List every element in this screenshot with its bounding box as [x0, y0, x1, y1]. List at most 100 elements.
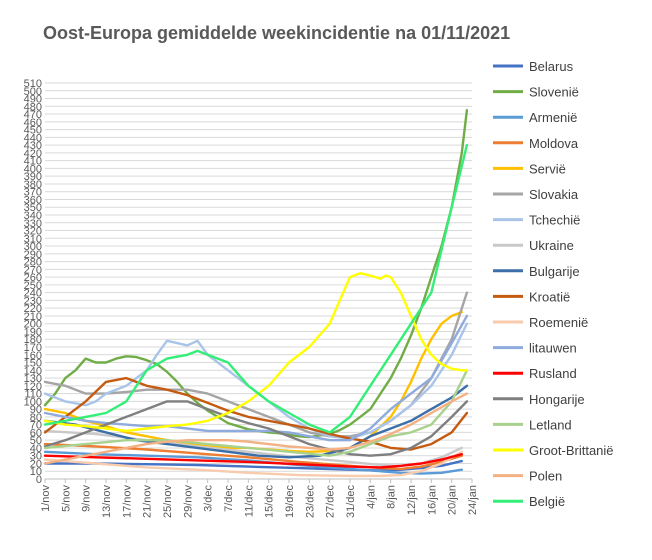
y-tick-label: 280	[24, 257, 42, 269]
x-tick-label: 16/jan	[426, 485, 438, 515]
y-tick-label: 240	[24, 288, 42, 300]
y-tick-label: 390	[24, 171, 42, 183]
y-tick-label: 70	[30, 420, 42, 432]
y-tick-label: 190	[24, 326, 42, 338]
chart-title: Oost-Europa gemiddelde weekincidentie na…	[43, 23, 510, 43]
y-tick-label: 500	[24, 86, 42, 98]
y-tick-label: 20	[30, 458, 42, 470]
y-tick-label: 480	[24, 101, 42, 113]
y-tick-label: 440	[24, 132, 42, 144]
y-tick-label: 50	[30, 435, 42, 447]
y-tick-label: 230	[24, 295, 42, 307]
y-tick-label: 200	[24, 319, 42, 331]
legend-item: Hongarije	[493, 392, 585, 407]
y-tick-label: 350	[24, 202, 42, 214]
y-tick-label: 220	[24, 303, 42, 315]
legend-item: Roemenië	[493, 315, 588, 330]
y-tick-label: 260	[24, 272, 42, 284]
x-tick-label: 29/nov	[182, 485, 194, 519]
legend-label: Polen	[529, 469, 562, 484]
legend-label: Groot-Brittanië	[529, 443, 614, 458]
legend-item: Tchechië	[493, 213, 580, 228]
legend-label: Bulgarije	[529, 264, 580, 279]
y-tick-label: 0	[36, 474, 42, 486]
legend: Belarus Slovenië Armenië Moldova Servië Slova…	[493, 59, 614, 509]
legend-item: Belarus	[493, 59, 574, 74]
x-tick-label: 31/dec	[345, 485, 357, 519]
y-tick-label: 30	[30, 451, 42, 463]
y-tick-label: 160	[24, 350, 42, 362]
legend-label: Moldova	[529, 136, 579, 151]
legend-label: Tchechië	[529, 213, 580, 228]
x-tick-label: 11/dec	[243, 485, 255, 518]
series-line-letland	[43, 369, 469, 457]
y-tick-label: 170	[24, 342, 42, 354]
y-tick-label: 110	[24, 389, 42, 401]
y-tick-label: 510	[24, 78, 42, 90]
x-axis: 1/nov 5/nov 9/nov 13/nov 17/nov 21/nov 25/nov 2…	[40, 479, 479, 518]
y-tick-label: 320	[24, 226, 42, 238]
legend-label: Roemenië	[529, 315, 588, 330]
y-tick-label: 450	[24, 125, 42, 137]
series-line-groot-brittani-	[43, 272, 469, 433]
x-tick-label: 9/nov	[81, 485, 93, 512]
series-line-tchechi-	[43, 322, 469, 440]
x-tick-label: 1/nov	[40, 485, 52, 512]
y-tick-label: 130	[24, 373, 42, 385]
series-line-belarus	[43, 459, 463, 472]
series-line-slovakia	[43, 291, 469, 438]
y-tick-label: 490	[24, 94, 42, 106]
y-tick-label: 290	[24, 249, 42, 261]
legend-item: Kroatië	[493, 289, 570, 304]
y-tick-label: 40	[30, 443, 42, 455]
series-line-armeni-	[43, 450, 463, 475]
legend-label: Slovakia	[529, 187, 579, 202]
y-tick-label: 360	[24, 194, 42, 206]
x-tick-label: 4/jan	[365, 485, 377, 509]
legend-label: Belarus	[529, 59, 574, 74]
legend-item: Letland	[493, 417, 572, 432]
y-tick-label: 470	[24, 109, 42, 121]
legend-item: Rusland	[493, 366, 577, 381]
x-tick-label: 8/jan	[386, 485, 398, 509]
y-tick-label: 140	[24, 365, 42, 377]
series-line-hongarije	[43, 400, 469, 457]
legend-item: Ukraine	[493, 238, 574, 253]
x-tick-label: 24/jan	[467, 485, 479, 515]
series-layer	[43, 108, 469, 478]
legend-label: Kroatië	[529, 289, 570, 304]
legend-label: Slovenië	[529, 85, 579, 100]
x-tick-label: 15/dec	[264, 485, 276, 519]
y-tick-label: 80	[30, 412, 42, 424]
legend-item: litauwen	[493, 341, 577, 356]
series-line-moldova	[43, 442, 463, 471]
series-line-sloveni-	[43, 108, 469, 439]
series-line-roemeni-	[43, 450, 463, 478]
y-tick-label: 330	[24, 218, 42, 230]
y-tick-label: 430	[24, 140, 42, 152]
x-tick-label: 3/dec	[203, 485, 215, 512]
y-tick-label: 460	[24, 117, 42, 129]
legend-label: Rusland	[529, 366, 577, 381]
x-tick-label: 7/dec	[223, 485, 235, 512]
y-tick-label: 150	[24, 358, 42, 370]
y-tick-label: 250	[24, 280, 42, 292]
legend-label: litauwen	[529, 341, 577, 356]
series-line-rusland	[43, 453, 463, 469]
legend-item: Servië	[493, 161, 566, 176]
legend-item: Groot-Brittanië	[493, 443, 614, 458]
x-tick-label: 5/nov	[60, 485, 72, 512]
y-tick-label: 120	[24, 381, 42, 393]
legend-label: Servië	[529, 161, 566, 176]
legend-label: Armenië	[529, 110, 577, 125]
series-line-belgi-	[43, 143, 469, 434]
x-tick-label: 13/nov	[101, 485, 113, 519]
series-line-bulgarije	[43, 384, 469, 459]
x-tick-label: 25/nov	[162, 485, 174, 519]
series-line-litauwen	[43, 314, 469, 442]
x-tick-label: 23/dec	[304, 485, 316, 519]
y-tick-label: 90	[30, 404, 42, 416]
legend-label: Hongarije	[529, 392, 585, 407]
